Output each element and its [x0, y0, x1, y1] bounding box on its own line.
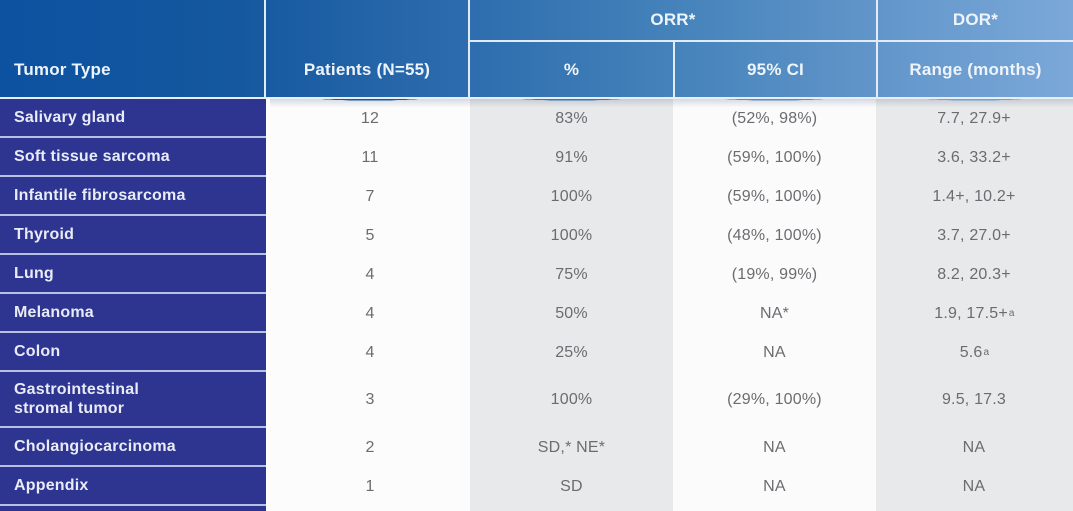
table-header: Tumor Type Patients (N=55) ORR* DOR* % 9… — [0, 0, 1073, 99]
tumor-type-cell: Infantile fibrosarcoma — [0, 177, 266, 216]
orr-percent-cell: 91% — [555, 148, 588, 166]
header-orr-ci: 95% CI — [673, 42, 876, 97]
dor-range-cell: NA — [962, 477, 986, 495]
dor-range-cell: 1.4+, 10.2+ — [932, 187, 1016, 205]
orr-percent-cell: SD — [560, 477, 583, 495]
orr-ci-cell: (59%, 100%) — [727, 148, 822, 166]
table-row: Salivary gland 12 83% (52%, 98%) 7.7, 27… — [0, 99, 1073, 138]
table-row: Thyroid 5 100% (48%, 100%) 3.7, 27.0+ — [0, 216, 1073, 255]
orr-ci-cell: (19%, 99%) — [731, 265, 818, 283]
header-orr-group: ORR* — [470, 0, 876, 42]
table-body: Salivary gland 12 83% (52%, 98%) 7.7, 27… — [0, 99, 1073, 506]
header-patients: Patients (N=55) — [266, 0, 470, 97]
orr-ci-cell: NA — [763, 343, 786, 361]
dor-range-cell: 1.9, 17.5+ a — [934, 304, 1015, 322]
orr-ci-cell: (52%, 98%) — [731, 109, 818, 127]
orr-percent-cell: 75% — [555, 265, 588, 283]
tumor-type-cell: Colon — [0, 333, 266, 372]
dor-range-cell: 7.7, 27.9+ — [937, 109, 1011, 127]
dor-range-cell: 8.2, 20.3+ — [937, 265, 1011, 283]
table-row: Colon 4 25% NA 5.6 a — [0, 333, 1073, 372]
header-dor-range: Range (months) — [876, 42, 1073, 97]
patients-cell: 2 — [365, 438, 375, 456]
patients-column-band — [270, 97, 470, 511]
dor-range-cell: 3.6, 33.2+ — [937, 148, 1011, 166]
tumor-type-cell: Gastrointestinal stromal tumor — [0, 372, 266, 428]
orr-percent-column-band — [470, 97, 673, 511]
patients-cell: 12 — [360, 109, 380, 127]
tumor-type-cell: Melanoma — [0, 294, 266, 333]
orr-percent-cell: 100% — [550, 226, 593, 244]
table-row: Gastrointestinal stromal tumor 3 100% (2… — [0, 372, 1073, 428]
orr-ci-cell: (48%, 100%) — [727, 226, 822, 244]
orr-percent-cell: SD,* NE* — [537, 438, 606, 456]
patients-cell: 4 — [365, 265, 375, 283]
orr-ci-cell: (29%, 100%) — [727, 391, 822, 408]
dor-range-cell: NA — [962, 438, 986, 456]
table-row: Infantile fibrosarcoma 7 100% (59%, 100%… — [0, 177, 1073, 216]
dor-range-cell: 9.5, 17.3 — [941, 391, 1007, 408]
orr-percent-cell: 50% — [555, 304, 588, 322]
dor-range-cell: 5.6 a — [959, 343, 990, 361]
orr-percent-cell: 25% — [555, 343, 588, 361]
orr-percent-cell: 100% — [550, 391, 593, 408]
patients-cell: 7 — [365, 187, 375, 205]
header-dor-group: DOR* — [876, 0, 1073, 42]
tumor-type-cell: Lung — [0, 255, 266, 294]
orr-percent-cell: 83% — [555, 109, 588, 127]
orr-ci-cell: NA — [763, 477, 786, 495]
patients-cell: 1 — [365, 477, 375, 495]
header-orr-percent: % — [563, 59, 580, 79]
header-tumor-type: Tumor Type — [0, 0, 266, 97]
tumor-type-cell: Soft tissue sarcoma — [0, 138, 266, 177]
orr-ci-cell: NA* — [759, 304, 790, 322]
table-row: Cholangiocarcinoma 2 SD,* NE* NA NA — [0, 428, 1073, 467]
patients-cell: 11 — [361, 148, 379, 166]
tumor-type-cell: Appendix — [0, 467, 266, 506]
patients-cell: 5 — [365, 226, 375, 244]
orr-ci-column-band — [673, 97, 876, 511]
tumor-type-cell: Salivary gland — [0, 99, 266, 138]
orr-ci-cell: (59%, 100%) — [727, 187, 822, 205]
table-row: Appendix 1 SD NA NA — [0, 467, 1073, 506]
orr-ci-cell: NA — [763, 438, 786, 456]
table-row: Lung 4 75% (19%, 99%) 8.2, 20.3+ — [0, 255, 1073, 294]
table-row: Melanoma 4 50% NA* 1.9, 17.5+ a — [0, 294, 1073, 333]
patients-cell: 3 — [365, 391, 375, 408]
tumor-type-cell: Thyroid — [0, 216, 266, 255]
dor-range-cell: 3.7, 27.0+ — [937, 226, 1011, 244]
orr-percent-cell: 100% — [550, 187, 593, 205]
patients-cell: 4 — [365, 343, 375, 361]
tumor-type-cell: Cholangiocarcinoma — [0, 428, 266, 467]
dor-range-column-band — [876, 97, 1073, 511]
patients-cell: 4 — [365, 304, 375, 322]
table-row: Soft tissue sarcoma 11 91% (59%, 100%) 3… — [0, 138, 1073, 177]
